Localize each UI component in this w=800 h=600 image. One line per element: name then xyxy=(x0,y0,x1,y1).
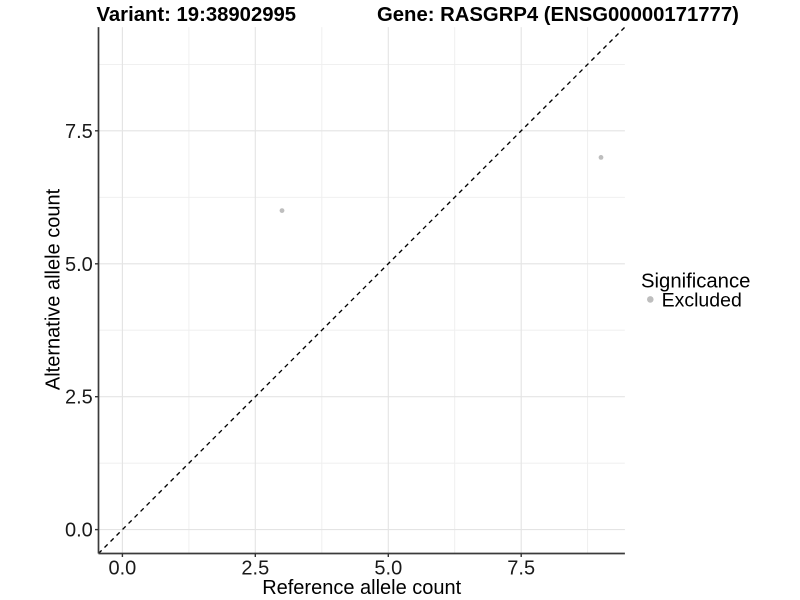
svg-text:Alternative allele count: Alternative allele count xyxy=(43,188,65,390)
svg-text:2.5: 2.5 xyxy=(65,387,93,409)
svg-text:7.5: 7.5 xyxy=(65,121,93,143)
svg-text:Gene: RASGRP4 (ENSG00000171777: Gene: RASGRP4 (ENSG00000171777) xyxy=(377,4,739,26)
svg-text:5.0: 5.0 xyxy=(374,558,402,580)
svg-text:2.5: 2.5 xyxy=(241,558,269,580)
svg-text:Excluded: Excluded xyxy=(662,290,742,312)
svg-text:5.0: 5.0 xyxy=(65,254,93,276)
svg-text:Reference allele count: Reference allele count xyxy=(262,577,461,599)
svg-text:0.0: 0.0 xyxy=(108,558,136,580)
svg-text:Variant: 19:38902995: Variant: 19:38902995 xyxy=(97,4,297,26)
svg-text:Significance: Significance xyxy=(641,270,750,292)
svg-text:0.0: 0.0 xyxy=(65,520,93,542)
svg-text:7.5: 7.5 xyxy=(507,558,535,580)
